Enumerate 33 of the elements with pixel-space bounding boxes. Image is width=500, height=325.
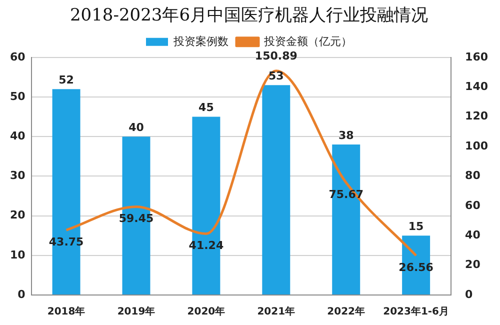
y-tick-label: 60: [10, 50, 26, 64]
y-tick-label: 30: [10, 169, 26, 182]
x-tick-label: 2023年1-6月: [383, 306, 450, 318]
x-tick-label: 2019年: [117, 306, 156, 318]
legend-label: 投资案例数: [172, 34, 228, 48]
y-tick-label: 20: [10, 208, 26, 222]
y2-tick-label: 0: [465, 288, 474, 301]
y2-tick-label: 140: [465, 80, 488, 93]
y2-tick-label: 60: [465, 198, 481, 212]
data-label: 45: [198, 101, 214, 114]
y2-tick-label: 80: [465, 169, 481, 182]
y-tick-label: 0: [18, 288, 26, 301]
y-tick-label: 50: [10, 90, 26, 103]
y2-tick-label: 120: [465, 110, 488, 123]
x-tick-label: 2020年: [187, 306, 226, 318]
x-tick-label: 2018年: [47, 306, 86, 318]
x-tick-label: 2021年: [257, 306, 296, 318]
y2-tick-label: 40: [465, 228, 481, 242]
y2-tick-label: 20: [465, 258, 481, 272]
data-label: 38: [338, 128, 354, 142]
chart-title: 2018-2023年6月中国医疗机器人行业投融情况: [70, 6, 428, 26]
data-label: 150.89: [254, 49, 298, 62]
x-tick-label: 2022年: [327, 306, 366, 318]
data-label: 40: [128, 120, 144, 134]
data-label: 15: [408, 220, 424, 233]
y2-tick-label: 160: [465, 50, 488, 64]
legend-label: 投资金额（亿元）: [263, 34, 352, 48]
y2-tick-label: 100: [465, 139, 488, 152]
data-label: 53: [268, 69, 284, 82]
data-label: 52: [58, 73, 74, 86]
bar: [262, 85, 290, 294]
y-tick-label: 10: [10, 248, 26, 262]
y-tick-label: 40: [10, 129, 26, 142]
